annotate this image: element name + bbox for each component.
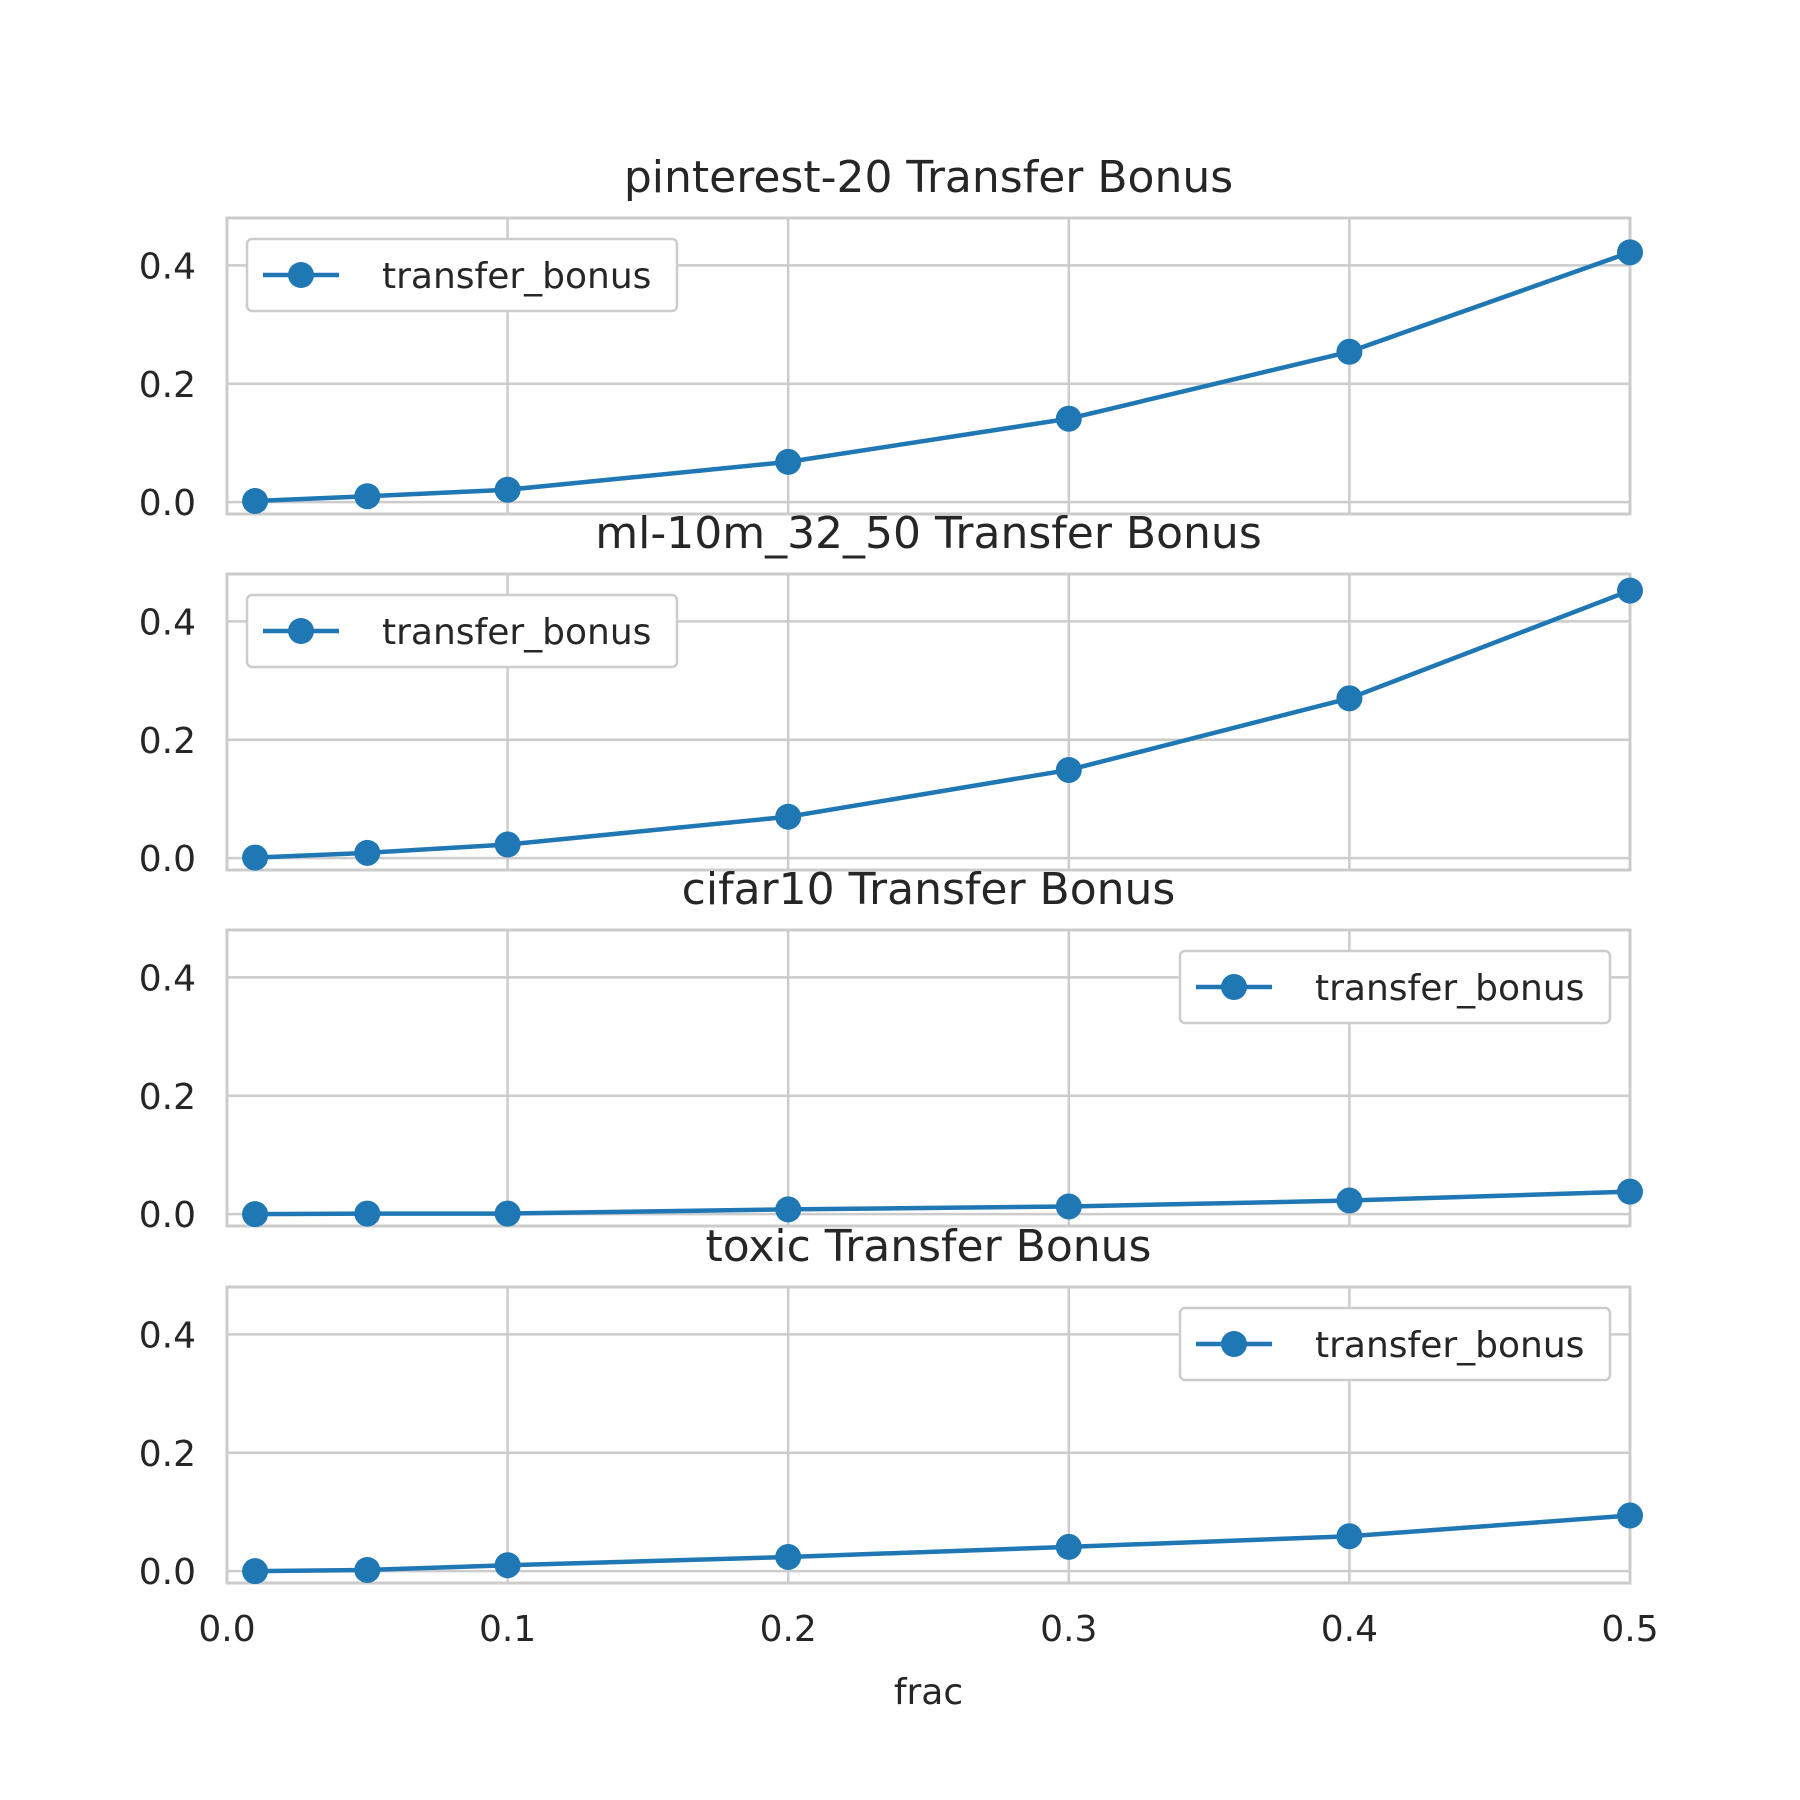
subplot-2: 0.0 0.2 0.4 ml-10m_32_50 Transfer Bonus tran… <box>139 508 1643 880</box>
legend-marker <box>288 262 314 288</box>
y-tick-label: 0.0 <box>139 1195 196 1236</box>
data-point <box>775 1543 802 1570</box>
legend-box <box>1178 949 1612 1025</box>
legend-box <box>245 593 679 669</box>
axes-frame <box>225 216 1632 516</box>
subplot-title: ml-10m_32_50 Transfer Bonus <box>595 508 1262 559</box>
data-point <box>1336 338 1363 365</box>
data-point <box>242 844 269 871</box>
legend-label: transfer_bonus <box>382 612 651 653</box>
y-tick-label: 0.0 <box>139 1552 196 1593</box>
data-point <box>1617 239 1643 266</box>
data-point <box>1336 1187 1363 1214</box>
legend-marker <box>1221 1331 1247 1357</box>
data-point <box>494 1200 521 1227</box>
data-point <box>1055 405 1082 432</box>
subplot-title: cifar10 Transfer Bonus <box>682 864 1176 915</box>
data-point <box>354 839 381 866</box>
legend: transfer_bonus <box>1178 1306 1612 1382</box>
data-point <box>1617 577 1643 604</box>
y-tick-label: 0.4 <box>139 246 196 287</box>
y-tick-label: 0.2 <box>139 721 196 762</box>
data-point <box>242 487 269 514</box>
legend: transfer_bonus <box>245 593 679 669</box>
subplot-title: toxic Transfer Bonus <box>706 1221 1152 1272</box>
legend-marker <box>1221 974 1247 1000</box>
x-tick-label: 0.4 <box>1321 1609 1378 1650</box>
axes-frame <box>225 1285 1632 1585</box>
data-point <box>1617 1178 1643 1205</box>
y-tick-label: 0.0 <box>139 839 196 880</box>
legend: transfer_bonus <box>245 237 679 313</box>
y-tick-label: 0.4 <box>139 958 196 999</box>
legend-label: transfer_bonus <box>1315 1325 1584 1366</box>
data-point <box>1055 756 1082 783</box>
x-tick-label: 0.5 <box>1601 1609 1658 1650</box>
x-axis-label: frac <box>894 1672 963 1713</box>
data-point <box>1336 1523 1363 1550</box>
legend: transfer_bonus <box>1178 949 1612 1025</box>
data-point <box>494 476 521 503</box>
x-tick-label: 0.0 <box>198 1609 255 1650</box>
y-tick-label: 0.0 <box>139 483 196 524</box>
y-tick-label: 0.2 <box>139 1077 196 1118</box>
legend-label: transfer_bonus <box>382 256 651 297</box>
y-tick-label: 0.2 <box>139 365 196 406</box>
subplot-1: 0.0 0.2 0.4 pinterest-20 Transfer Bonus tran… <box>139 152 1643 524</box>
axes-frame <box>225 928 1632 1228</box>
data-point <box>1617 1502 1643 1529</box>
subplot-4: 0.0 0.1 0.2 0.3 0.4 0.5 0.0 0.2 0.4 toxic Transfe… <box>139 1221 1659 1650</box>
subplot-title: pinterest-20 Transfer Bonus <box>624 152 1233 203</box>
y-tick-label: 0.4 <box>139 1315 196 1356</box>
x-tick-label: 0.2 <box>760 1609 817 1650</box>
data-point <box>1336 685 1363 712</box>
legend-box <box>245 237 679 313</box>
y-tick-label: 0.4 <box>139 602 196 643</box>
data-point <box>775 1196 802 1223</box>
data-point <box>1055 1533 1082 1560</box>
y-tick-label: 0.2 <box>139 1434 196 1475</box>
subplot-3: 0.0 0.2 0.4 cifar10 Transfer Bonus transfer_… <box>139 864 1643 1236</box>
x-tick-label: 0.1 <box>479 1609 536 1650</box>
legend-box <box>1178 1306 1612 1382</box>
data-point <box>775 448 802 475</box>
data-point <box>494 1552 521 1579</box>
data-point <box>354 1556 381 1583</box>
data-point <box>775 803 802 830</box>
data-point <box>1055 1193 1082 1220</box>
data-point <box>242 1201 269 1228</box>
data-point <box>494 831 521 858</box>
x-tick-label: 0.3 <box>1040 1609 1097 1650</box>
data-point <box>354 1200 381 1227</box>
legend-label: transfer_bonus <box>1315 968 1584 1009</box>
data-point <box>354 483 381 510</box>
data-point <box>242 1558 269 1585</box>
legend-marker <box>288 618 314 644</box>
axes-frame <box>225 572 1632 872</box>
